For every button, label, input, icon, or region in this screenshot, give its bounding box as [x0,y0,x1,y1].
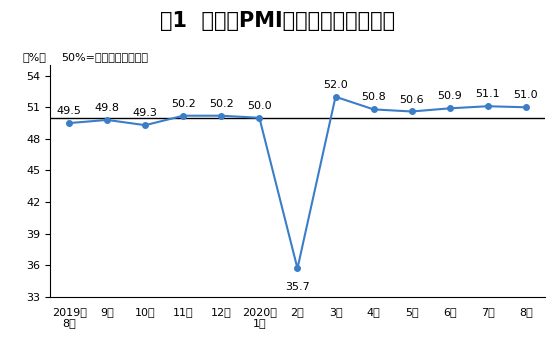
Text: 35.7: 35.7 [285,282,310,292]
Text: 51.1: 51.1 [475,89,500,99]
Text: 50%=与上月比较无变化: 50%=与上月比较无变化 [61,51,148,62]
Text: 50.0: 50.0 [247,101,272,111]
Text: （%）: （%） [22,51,46,62]
Text: 图1  制造业PMI指数（经季节调整）: 图1 制造业PMI指数（经季节调整） [161,11,395,31]
Text: 52.0: 52.0 [323,80,348,90]
Text: 51.0: 51.0 [514,90,538,100]
Text: 50.2: 50.2 [209,99,234,109]
Text: 49.5: 49.5 [57,106,82,116]
Text: 50.9: 50.9 [438,91,462,101]
Text: 49.3: 49.3 [133,108,158,118]
Text: 50.8: 50.8 [361,92,386,102]
Text: 50.6: 50.6 [399,94,424,105]
Text: 50.2: 50.2 [171,99,196,109]
Text: 49.8: 49.8 [95,103,120,113]
